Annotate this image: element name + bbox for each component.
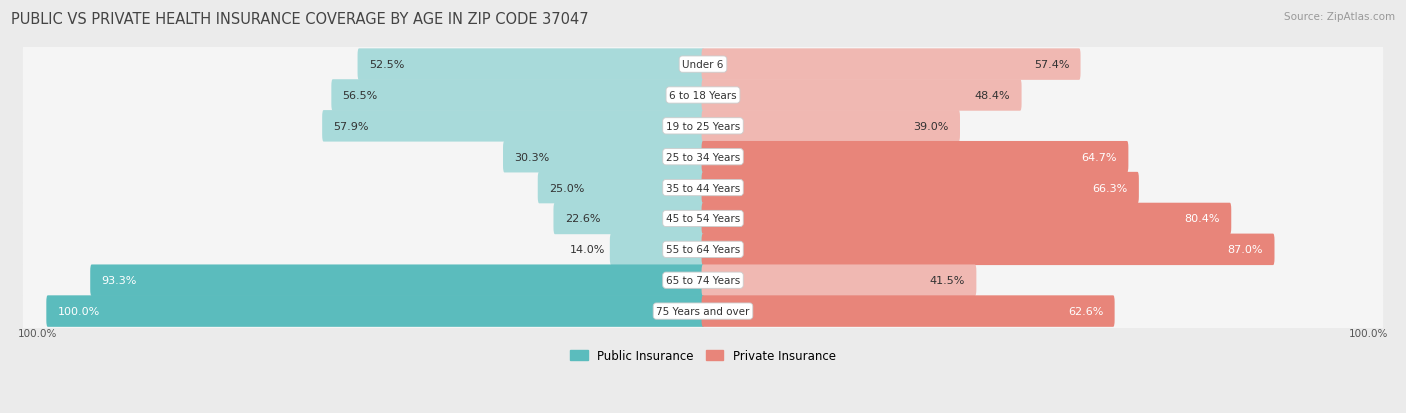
FancyBboxPatch shape <box>702 265 976 296</box>
FancyBboxPatch shape <box>322 111 704 142</box>
Text: Source: ZipAtlas.com: Source: ZipAtlas.com <box>1284 12 1395 22</box>
FancyBboxPatch shape <box>702 142 1129 173</box>
Text: 57.9%: 57.9% <box>333 121 368 131</box>
FancyBboxPatch shape <box>537 172 704 204</box>
Legend: Public Insurance, Private Insurance: Public Insurance, Private Insurance <box>565 345 841 367</box>
FancyBboxPatch shape <box>22 196 1384 242</box>
Text: 39.0%: 39.0% <box>914 121 949 131</box>
FancyBboxPatch shape <box>90 265 704 296</box>
Text: 22.6%: 22.6% <box>565 214 600 224</box>
Text: 80.4%: 80.4% <box>1184 214 1220 224</box>
Text: PUBLIC VS PRIVATE HEALTH INSURANCE COVERAGE BY AGE IN ZIP CODE 37047: PUBLIC VS PRIVATE HEALTH INSURANCE COVER… <box>11 12 589 27</box>
FancyBboxPatch shape <box>702 80 1022 112</box>
FancyBboxPatch shape <box>22 42 1384 88</box>
FancyBboxPatch shape <box>702 296 1115 327</box>
Text: 100.0%: 100.0% <box>18 328 58 338</box>
FancyBboxPatch shape <box>702 172 1139 204</box>
Text: 75 Years and over: 75 Years and over <box>657 306 749 316</box>
FancyBboxPatch shape <box>22 165 1384 211</box>
Text: 19 to 25 Years: 19 to 25 Years <box>666 121 740 131</box>
FancyBboxPatch shape <box>46 296 704 327</box>
FancyBboxPatch shape <box>554 203 704 235</box>
FancyBboxPatch shape <box>702 111 960 142</box>
Text: 56.5%: 56.5% <box>343 91 378 101</box>
FancyBboxPatch shape <box>503 142 704 173</box>
Text: 66.3%: 66.3% <box>1092 183 1128 193</box>
Text: 25.0%: 25.0% <box>548 183 585 193</box>
FancyBboxPatch shape <box>22 135 1384 180</box>
Text: 25 to 34 Years: 25 to 34 Years <box>666 152 740 162</box>
FancyBboxPatch shape <box>22 73 1384 119</box>
Text: Under 6: Under 6 <box>682 60 724 70</box>
FancyBboxPatch shape <box>357 49 704 81</box>
Text: 93.3%: 93.3% <box>101 275 136 285</box>
Text: 30.3%: 30.3% <box>515 152 550 162</box>
Text: 48.4%: 48.4% <box>974 91 1011 101</box>
FancyBboxPatch shape <box>610 234 704 266</box>
Text: 14.0%: 14.0% <box>569 245 605 255</box>
Text: 57.4%: 57.4% <box>1033 60 1070 70</box>
FancyBboxPatch shape <box>22 104 1384 150</box>
Text: 52.5%: 52.5% <box>368 60 404 70</box>
Text: 35 to 44 Years: 35 to 44 Years <box>666 183 740 193</box>
Text: 41.5%: 41.5% <box>929 275 965 285</box>
Text: 62.6%: 62.6% <box>1069 306 1104 316</box>
FancyBboxPatch shape <box>332 80 704 112</box>
FancyBboxPatch shape <box>22 289 1384 334</box>
FancyBboxPatch shape <box>702 234 1274 266</box>
Text: 45 to 54 Years: 45 to 54 Years <box>666 214 740 224</box>
Text: 64.7%: 64.7% <box>1081 152 1118 162</box>
FancyBboxPatch shape <box>702 49 1081 81</box>
FancyBboxPatch shape <box>22 258 1384 303</box>
Text: 6 to 18 Years: 6 to 18 Years <box>669 91 737 101</box>
FancyBboxPatch shape <box>22 227 1384 273</box>
Text: 100.0%: 100.0% <box>58 306 100 316</box>
Text: 87.0%: 87.0% <box>1227 245 1263 255</box>
Text: 65 to 74 Years: 65 to 74 Years <box>666 275 740 285</box>
Text: 55 to 64 Years: 55 to 64 Years <box>666 245 740 255</box>
Text: 100.0%: 100.0% <box>1348 328 1388 338</box>
FancyBboxPatch shape <box>702 203 1232 235</box>
